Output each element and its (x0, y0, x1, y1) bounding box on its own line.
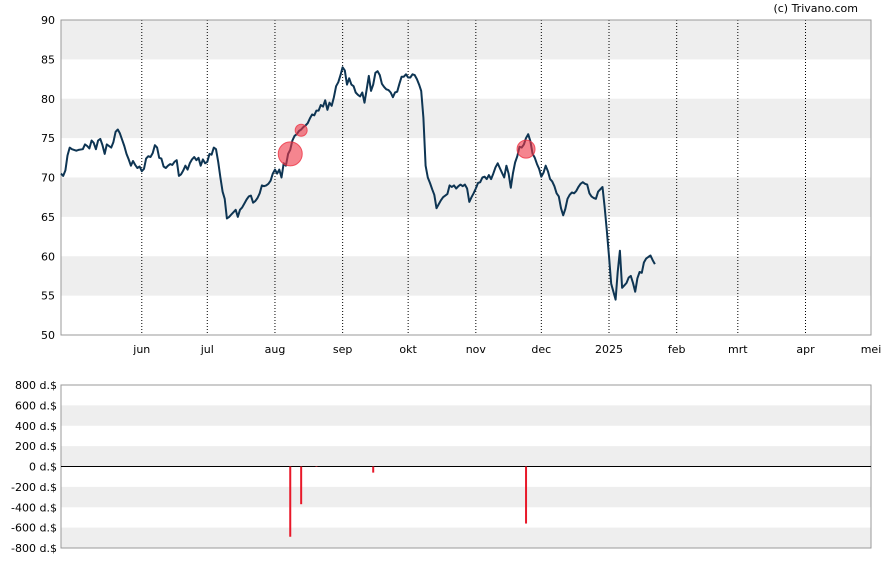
y-tick-label: -600 d.$ (11, 522, 57, 535)
grid-band (61, 98, 871, 139)
x-tick-label: sep (333, 343, 352, 356)
x-tick-label: nov (466, 343, 487, 356)
y-tick-label: 85 (41, 53, 55, 66)
x-tick-label: jun (132, 343, 150, 356)
price-line (60, 66, 656, 301)
y-tick-label: 400 d.$ (15, 420, 57, 433)
transaction-marker (516, 139, 536, 159)
y-tick-label: 75 (41, 132, 55, 145)
grid-band (61, 405, 871, 426)
y-tick-label: 800 d.$ (15, 379, 57, 392)
price-panel: jun jul aug sep okt nov dec 2025 feb mrt apr mei 50 5… (41, 14, 881, 356)
x-tick-label: 2025 (595, 343, 623, 356)
grid-band (61, 177, 871, 217)
grid-band (61, 486, 871, 508)
plot-frame (60, 19, 872, 336)
y-tick-label: 60 (41, 250, 55, 263)
y-tick-label: 0 d.$ (29, 461, 57, 474)
x-tick-label: mrt (728, 343, 748, 356)
y-tick-label: 80 (41, 93, 55, 106)
y-tick-label: 65 (41, 211, 55, 224)
y-tick-label: 200 d.$ (15, 440, 57, 453)
x-tick-label: jul (200, 343, 214, 356)
x-tick-label: aug (265, 343, 286, 356)
y-tick-label: 600 d.$ (15, 399, 57, 412)
x-tick-label: mei (861, 343, 882, 356)
x-tick-label: feb (668, 343, 686, 356)
source-credit: (c) Trivano.com (773, 2, 858, 15)
transaction-panel: -800 d.$ -600 d.$ -400 d.$ -200 d.$ 0 d.$ 200… (11, 379, 872, 555)
y-tick-label: 55 (41, 290, 55, 303)
y-tick-label: -400 d.$ (11, 501, 57, 514)
x-tick-label: okt (399, 343, 417, 356)
y-tick-label: 70 (41, 172, 55, 185)
transaction-marker (277, 141, 303, 167)
x-tick-label: dec (531, 343, 551, 356)
y-tick-label: 50 (41, 329, 55, 342)
transaction-marker (294, 123, 308, 137)
grid-band (61, 527, 871, 548)
grid-band (61, 446, 871, 467)
y-tick-label: 90 (41, 14, 55, 27)
y-tick-label: -800 d.$ (11, 542, 57, 555)
grid-band (61, 256, 871, 296)
x-tick-label: apr (796, 343, 815, 356)
y-tick-label: -200 d.$ (11, 481, 57, 494)
grid-band (61, 20, 871, 60)
